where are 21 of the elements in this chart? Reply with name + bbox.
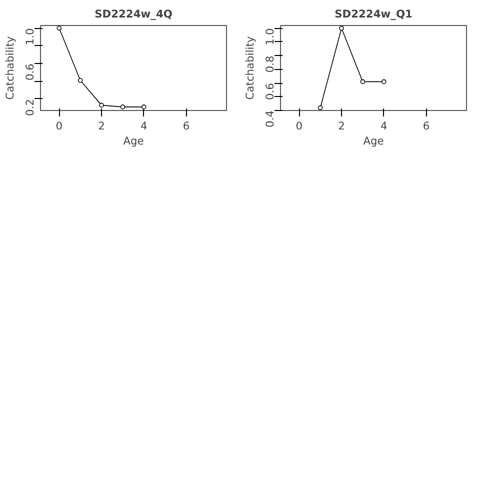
x-tick-label: 2 <box>98 120 105 132</box>
y-tick-label: 0.6 <box>264 82 276 100</box>
chart-title: SD2224w_4Q <box>94 8 172 20</box>
x-tick-label: 0 <box>296 120 303 132</box>
x-tick-label: 4 <box>380 120 388 132</box>
y-tick-label: 0.8 <box>264 55 276 73</box>
x-tick-label: 4 <box>140 120 148 132</box>
y-tick-label: 0.2 <box>24 98 36 116</box>
x-tick-label: 6 <box>182 120 190 132</box>
y-tick-label: 0.6 <box>24 63 36 81</box>
y-tick-label: 1.0 <box>24 28 36 46</box>
y-axis-title: Catchability <box>4 36 16 100</box>
chart-title: SD2224w_Q1 <box>334 8 412 20</box>
y-axis-title: Catchability <box>244 36 256 100</box>
y-tick-label: 1.0 <box>264 28 276 46</box>
x-tick-label: 6 <box>422 120 430 132</box>
x-tick-label: 0 <box>56 120 63 132</box>
x-axis-title: Age <box>363 134 384 148</box>
x-axis-title: Age <box>123 134 144 148</box>
x-tick-label: 2 <box>338 120 345 132</box>
y-tick-label: 0.4 <box>264 110 276 128</box>
